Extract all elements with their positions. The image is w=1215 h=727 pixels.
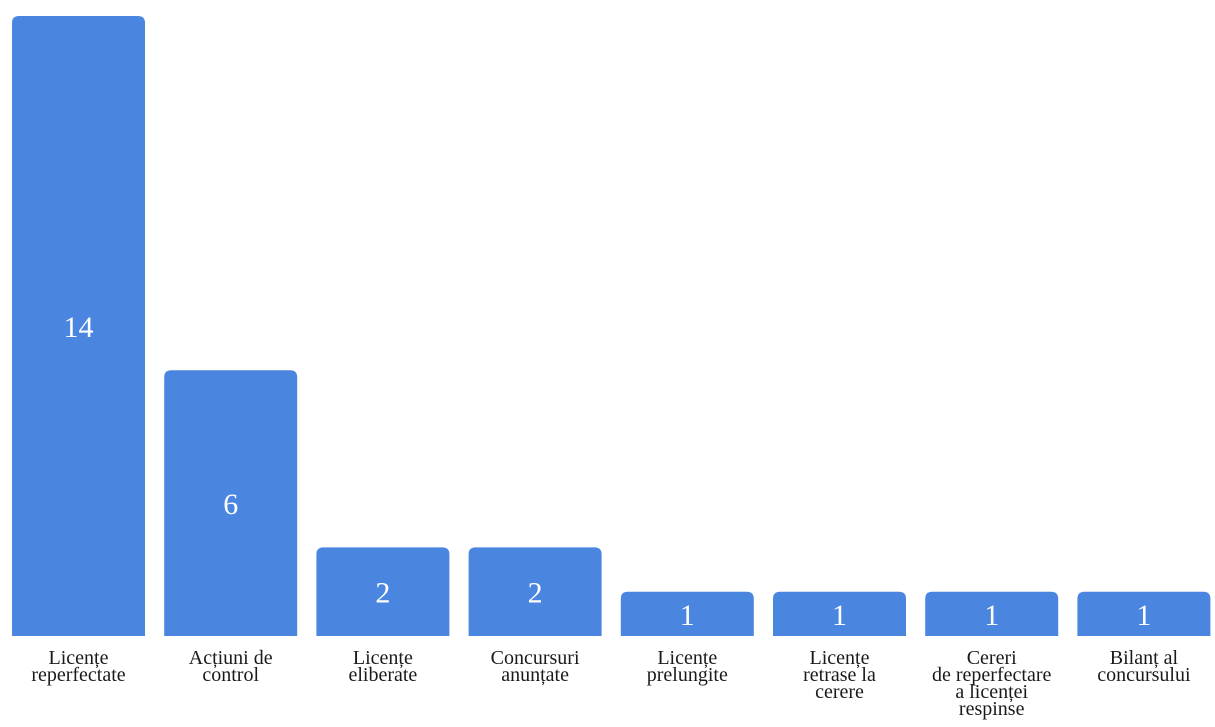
category-label-line: anunțate	[501, 664, 569, 686]
bar	[620, 591, 754, 636]
bar-value-label: 2	[528, 577, 543, 610]
category-label-line: concursului	[1097, 664, 1191, 686]
category-label-line: Licențe	[353, 647, 413, 669]
bar-value-label: 6	[223, 488, 238, 521]
category-label: Concursuri anunțate	[491, 647, 580, 686]
bar	[1077, 591, 1211, 636]
bar	[316, 547, 450, 636]
category-label-line: respinse	[959, 698, 1025, 720]
bars-group	[12, 16, 1211, 636]
category-label: Bilanț al concursului	[1097, 647, 1191, 686]
category-label-line: Licențe	[810, 647, 870, 669]
category-label-line: Licențe	[657, 647, 717, 669]
category-label-line: de reperfectare	[932, 664, 1051, 686]
category-label: Acțiuni de control	[189, 647, 273, 686]
category-label-line: Acțiuni de	[189, 647, 273, 669]
category-label-line: prelungite	[647, 664, 728, 686]
category-label: Licențe retrase la cerere	[803, 647, 876, 703]
value-labels-group: 14 6 2 2 1 1 1 1	[64, 311, 1152, 632]
category-label-line: cerere	[815, 681, 864, 703]
category-label-line: reperfectate	[31, 664, 125, 686]
bar	[164, 370, 298, 636]
category-label: Cereri de reperfectare a licenței respinse	[932, 647, 1051, 720]
bar-value-label: 2	[375, 577, 390, 610]
bar	[12, 16, 145, 636]
category-label-line: eliberate	[348, 664, 417, 686]
category-label-line: Concursuri	[491, 647, 580, 669]
category-label-line: retrase la	[803, 664, 876, 686]
category-label-line: a licenței	[955, 681, 1028, 703]
bar-value-label: 1	[680, 599, 695, 632]
category-label-line: Bilanț al	[1110, 647, 1179, 669]
category-label: Licențe eliberate	[348, 647, 417, 686]
category-label: Licențe reperfectate	[31, 647, 125, 686]
bar	[773, 591, 906, 636]
category-label-line: control	[202, 664, 259, 686]
bar-value-label: 14	[64, 311, 94, 344]
bar	[925, 591, 1059, 636]
category-label: Licențe prelungite	[647, 647, 728, 686]
bar-value-label: 1	[1136, 599, 1151, 632]
bar-value-label: 1	[984, 599, 999, 632]
category-label-line: Licențe	[49, 647, 109, 669]
bar	[468, 547, 602, 636]
category-label-line: Cereri	[967, 647, 1017, 669]
bar-value-label: 1	[832, 599, 847, 632]
